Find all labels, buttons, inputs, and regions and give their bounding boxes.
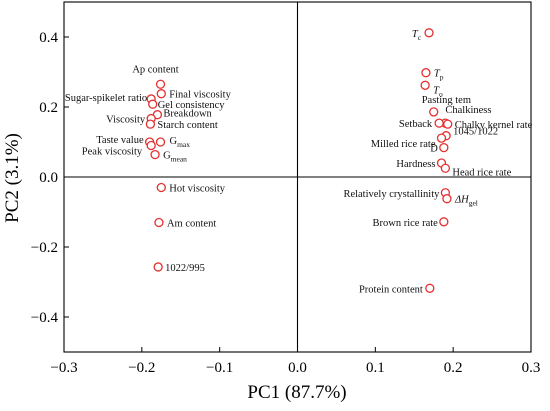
x-tick-label: 0.3 <box>522 360 541 376</box>
axes: −0.3 −0.2 −0.1 0.0 0.1 0.2 0.3 −0.4 −0.2 0.0 0.2 0.… <box>31 1 541 376</box>
y-tick-label: −0.4 <box>31 310 59 326</box>
data-point <box>439 217 449 227</box>
data-point <box>429 107 439 117</box>
data-point <box>420 80 430 90</box>
data-point <box>439 142 449 153</box>
y-tick-label: 0.0 <box>39 170 58 186</box>
point-label: Breakdown <box>163 109 212 120</box>
x-tick-label: −0.1 <box>206 360 233 376</box>
data-point <box>440 163 451 173</box>
point-label: Gmax <box>170 136 191 149</box>
x-tick-label: 0.2 <box>444 360 463 376</box>
data-point <box>156 182 166 193</box>
data-point <box>146 140 156 151</box>
point-label: Relatively crystallinity <box>343 189 440 200</box>
point-label: Ap content <box>132 64 178 75</box>
y-axis-title: PC2 (3.1%) <box>2 133 23 223</box>
y-tick-label: 0.2 <box>39 100 58 116</box>
point-label: Brown rice rate <box>373 218 439 229</box>
point-label: Hot viscosity <box>169 184 225 195</box>
point-label: 1022/995 <box>165 263 205 274</box>
point-label: Peak viscosity <box>82 147 143 158</box>
data-point <box>424 28 434 38</box>
point-label: Milled rice rate <box>371 139 436 150</box>
point-label: Chalky kernel rate <box>455 120 533 131</box>
point-label: To <box>433 85 443 98</box>
x-tick-label: −0.3 <box>50 360 77 376</box>
data-point <box>156 89 166 99</box>
point-label: Chalkiness <box>445 105 491 116</box>
y-tick-label: −0.2 <box>31 240 58 256</box>
data-point <box>154 217 164 228</box>
x-tick-label: −0.2 <box>128 360 155 376</box>
point-label: Tc <box>412 29 422 42</box>
point-label: 1045/1022 <box>453 127 498 138</box>
data-point <box>425 283 435 293</box>
data-point <box>442 194 452 204</box>
point-label: Final viscosity <box>169 90 231 101</box>
data-point <box>150 149 160 160</box>
point-label: Head rice rate <box>452 167 511 178</box>
x-tick-label: 0.1 <box>366 360 385 376</box>
points-layer <box>144 28 453 293</box>
point-label: Hardness <box>396 159 435 170</box>
point-label: Gmean <box>163 151 187 164</box>
point-label: Sugar-spikelet ratio <box>65 93 147 104</box>
y-tick-label: 0.4 <box>39 30 58 46</box>
point-label: Setback <box>399 119 433 130</box>
data-point <box>153 262 163 272</box>
point-label: D <box>430 144 438 155</box>
data-point <box>421 68 431 78</box>
point-label: Viscosity <box>106 115 146 126</box>
point-label: Protein content <box>359 284 423 295</box>
point-label: Am content <box>167 219 216 230</box>
data-point <box>155 137 166 147</box>
data-point <box>145 119 156 129</box>
data-point <box>155 79 166 89</box>
point-label: ΔHgel <box>454 195 478 208</box>
x-tick-label: 0.0 <box>288 360 307 376</box>
point-label: Gel consistency <box>158 100 226 111</box>
data-point <box>436 133 447 143</box>
point-label: Pasting tem <box>422 95 471 106</box>
point-label: Tp <box>434 69 444 82</box>
data-point <box>148 99 158 109</box>
point-label: Taste value <box>96 135 144 146</box>
point-label: Starch content <box>157 120 217 131</box>
data-point <box>443 119 453 129</box>
data-point <box>434 118 444 128</box>
x-axis-title: PC1 (87.7%) <box>247 382 346 403</box>
